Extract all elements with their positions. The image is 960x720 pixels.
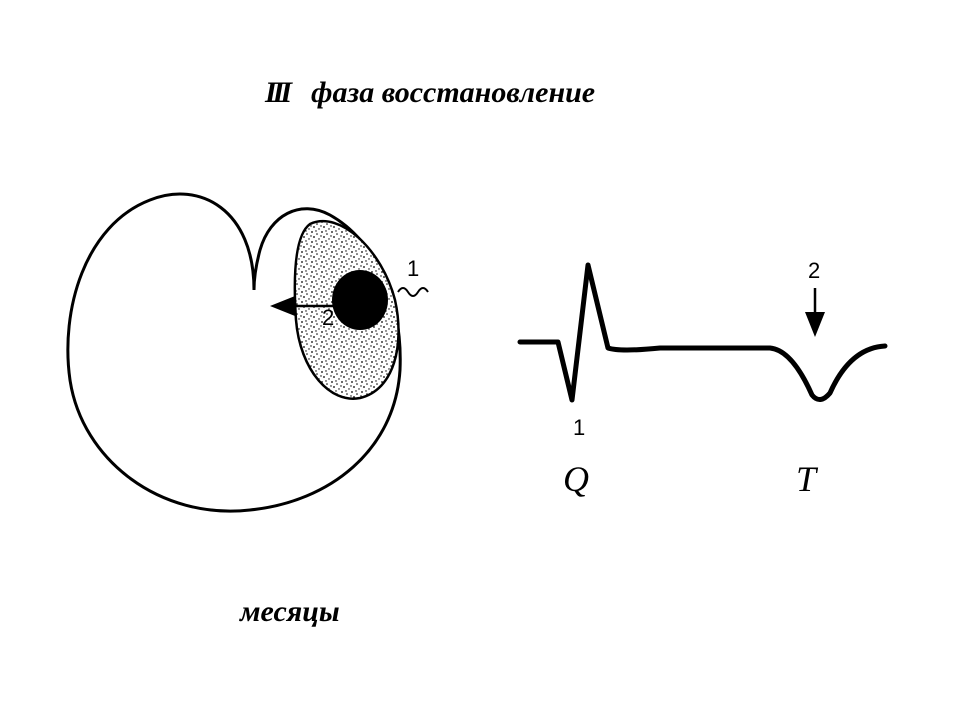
ecg-label-q: Q — [563, 458, 589, 500]
ecg-label-2: 2 — [808, 258, 820, 284]
ecg-group — [520, 265, 885, 400]
ecg-trace — [520, 265, 885, 400]
heart-label-1: 1 — [407, 256, 419, 282]
ecg-label-1: 1 — [573, 415, 585, 441]
diagram-svg — [0, 0, 960, 720]
heart-outline-group — [68, 194, 428, 511]
squiggle-1 — [398, 288, 428, 296]
ecg-label-t: T — [796, 458, 816, 500]
heart-label-2: 2 — [322, 305, 334, 331]
necrosis-core — [332, 270, 388, 330]
bottom-label: месяцы — [240, 595, 340, 629]
